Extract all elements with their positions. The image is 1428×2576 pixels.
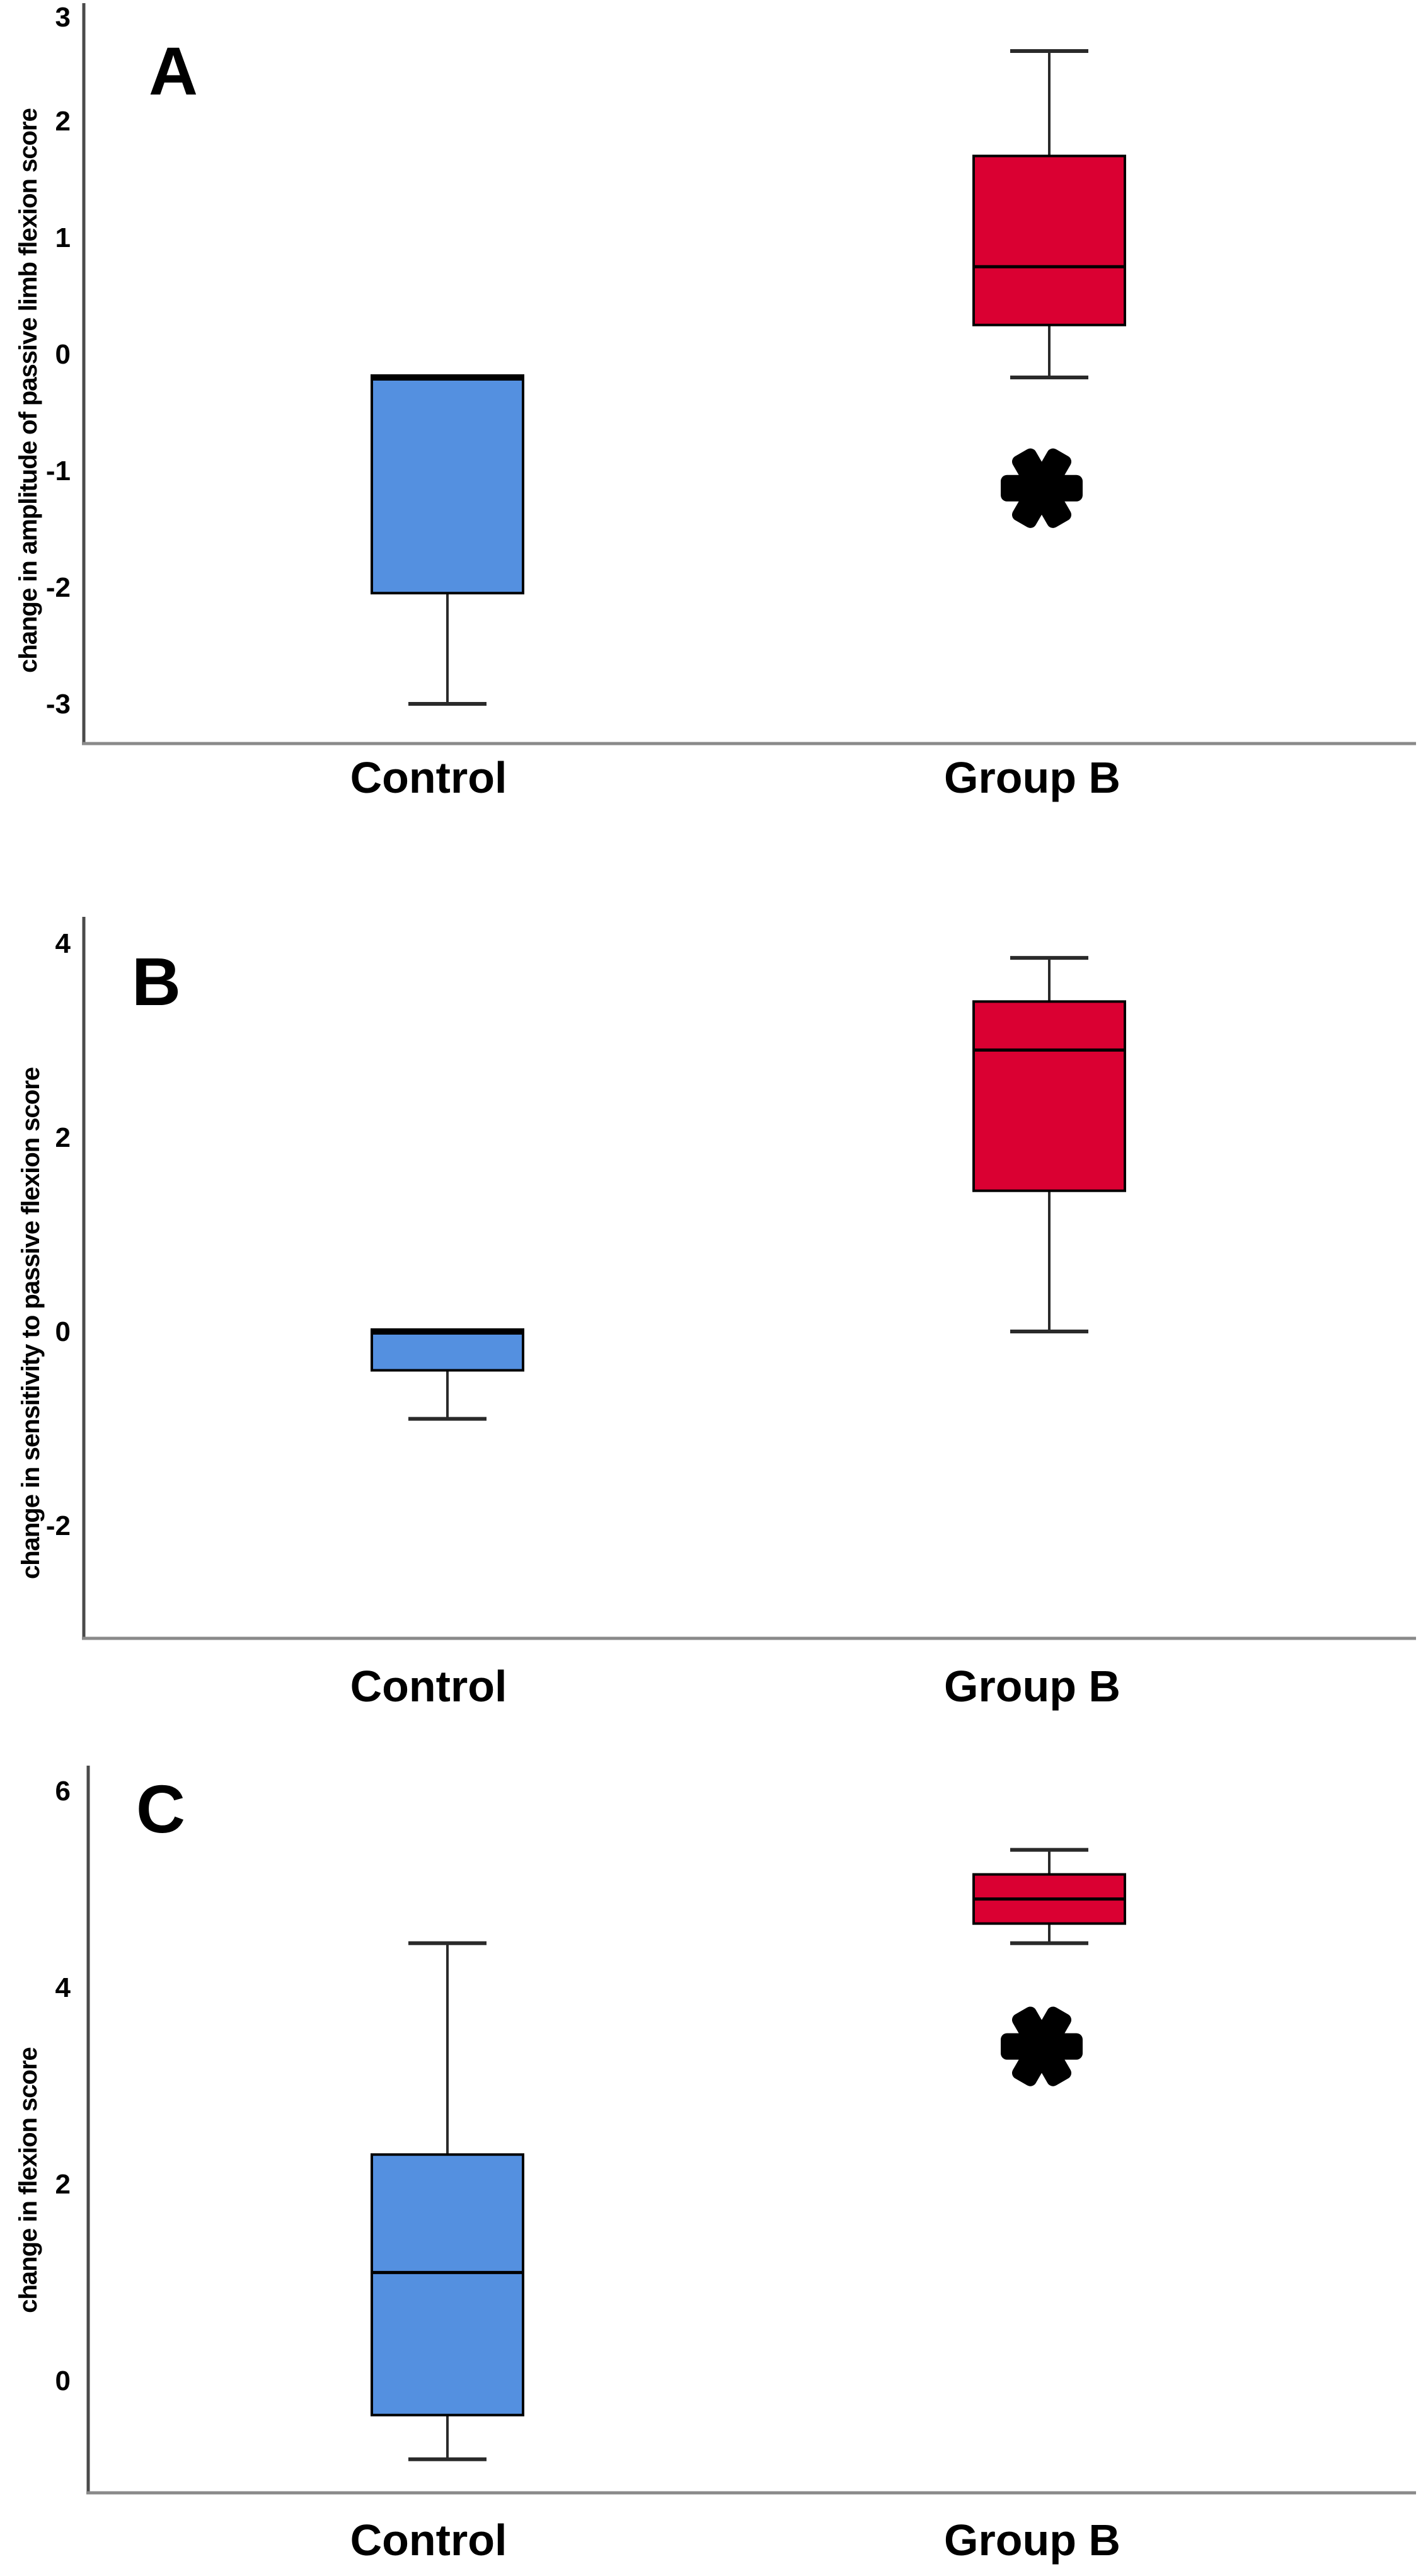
panel-c-x-category-label-control: Control (350, 2516, 507, 2565)
panel-a-box-groupb-iqr-box (972, 154, 1126, 326)
panel-c: 6 4 2 0 change in flexion score C Control Group… (14, 1766, 1416, 2565)
panel-a-y-tick-label: 0 (55, 339, 71, 370)
panel-b-box-groupb-iqr-box (972, 1000, 1126, 1192)
panel-b-y-tick-label: 0 (55, 1316, 71, 1347)
panel-a-y-tick-label: -1 (46, 456, 71, 486)
panel-a-box-control (371, 374, 524, 706)
panel-b-x-category-label-control: Control (350, 1662, 507, 1711)
panel-c-box-groupb (972, 1848, 1126, 2086)
panel-c-y-tick-label: 0 (55, 2366, 71, 2396)
panel-c-letter: C (136, 1771, 185, 1847)
panel-b-x-category-label-groupb: Group B (944, 1662, 1120, 1711)
panel-c-y-axis-title: change in flexion score (14, 2047, 42, 2313)
panel-a-y-tick-label: -2 (46, 572, 71, 603)
panel-c-box-control-iqr-box (371, 2153, 524, 2417)
panel-a-box-groupb-significance-asterisk-icon (1001, 448, 1083, 528)
panel-b-box-groupb (972, 956, 1126, 1333)
panel-c-y-tick-label: 4 (55, 1972, 71, 2003)
asterisk-arm (1011, 448, 1072, 528)
panel-b-y-axis-title: change in sensitivity to passive flexion… (17, 1067, 45, 1579)
asterisk-arm (1011, 2006, 1072, 2086)
panel-b-letter: B (132, 943, 181, 1020)
panel-c-box-groupb-significance-asterisk-icon (1001, 2006, 1083, 2086)
panel-a-y-axis-title: change in amplitude of passive limb flex… (14, 108, 42, 673)
panel-a-y-tick-label: -3 (46, 689, 71, 720)
panel-c-box-control (371, 1941, 524, 2461)
panel-b-box-control (371, 1328, 524, 1421)
panel-a-x-category-label-groupb: Group B (944, 753, 1120, 802)
panel-b-y-tick-label: 4 (55, 928, 71, 959)
panel-a-letter: A (149, 33, 198, 109)
panel-a-y-tick-label: 3 (55, 2, 71, 33)
panel-a-x-category-label-control: Control (350, 753, 507, 802)
panel-b-box-control-iqr-box (371, 1330, 524, 1372)
panel-a-y-tick-label: 2 (55, 106, 71, 137)
panel-c-y-tick-label: 6 (55, 1776, 71, 1807)
panel-b-y-tick-label: 2 (55, 1122, 71, 1153)
panel-b-y-tick-label: -2 (46, 1510, 71, 1541)
panel-c-x-category-label-groupb: Group B (944, 2516, 1120, 2565)
panel-a-box-control-iqr-box (371, 376, 524, 595)
panel-c-y-tick-label: 2 (55, 2169, 71, 2200)
panel-a-y-tick-label: 1 (55, 222, 71, 253)
panel-a-box-groupb (972, 49, 1126, 528)
